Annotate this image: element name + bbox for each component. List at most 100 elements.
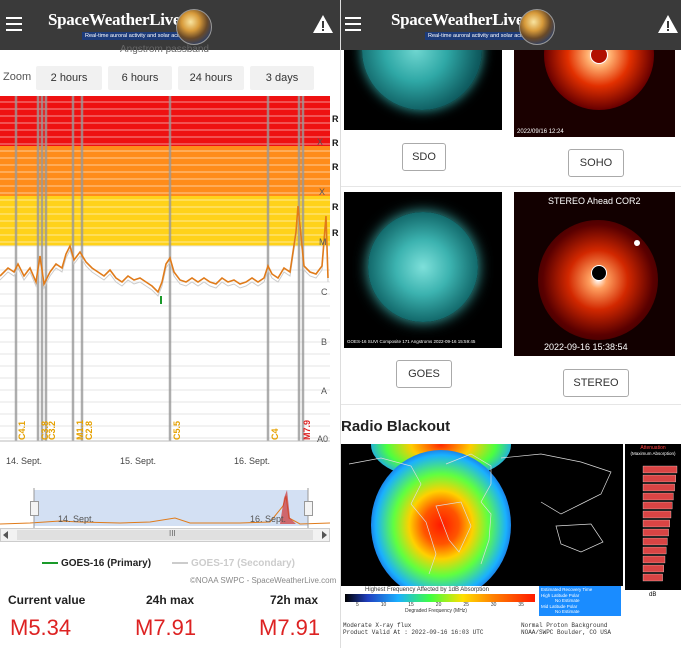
zoom-3d-button[interactable]: 3 days (250, 66, 314, 90)
sdo-button[interactable]: SDO (402, 143, 446, 171)
continent-outlines (348, 453, 612, 575)
radio-mark: R (332, 162, 339, 172)
footer-line: Moderate X-ray flux (343, 622, 412, 629)
sun-disc (362, 50, 482, 110)
attenuation-subtitle: (Maximum Absorption) (630, 451, 676, 456)
attenuation-bars (642, 465, 678, 582)
stereo-button[interactable]: STEREO (563, 369, 629, 397)
sun-globe-icon (176, 9, 212, 45)
y-label-m: M (319, 237, 327, 247)
zoom-label: Zoom (3, 71, 32, 83)
warning-icon[interactable] (657, 14, 679, 34)
drap-map[interactable]: Attenuation (Maximum Absorption) dB High… (341, 444, 681, 644)
radio-mark: R (332, 114, 339, 124)
attenuation-bar (642, 483, 675, 492)
radio-blackout-title: Radio Blackout (341, 418, 451, 435)
footer-line: Normal Proton Background (521, 622, 608, 629)
legend-goes16[interactable]: GOES-16 (Primary) (42, 558, 151, 569)
scroll-right-icon[interactable] (322, 531, 327, 539)
logo-title: SpaceWeatherLive (48, 10, 181, 29)
menu-icon[interactable] (345, 17, 361, 31)
legend-swatch (172, 562, 188, 565)
sun-disc (368, 212, 478, 322)
logo[interactable]: SpaceWeatherLive Real-time auroral activ… (391, 6, 561, 46)
scroll-grip-icon[interactable] (30, 501, 39, 516)
x-tick: 15. Sept. (120, 456, 157, 466)
attenuation-bar (642, 465, 678, 474)
flare-label: C3.2 (47, 420, 57, 440)
legend-label: GOES-17 (Secondary) (191, 558, 295, 569)
attenuation-bar (642, 573, 663, 582)
scale-tick: 35 (518, 602, 524, 608)
bright-spot (634, 240, 640, 246)
chart-scrollbar[interactable]: III (0, 528, 330, 542)
scale-axis-label: Degraded Frequency (MHz) (405, 608, 467, 614)
attenuation-panel: Attenuation (Maximum Absorption) dB (625, 444, 681, 598)
flare-label: C4 (270, 428, 280, 440)
logo-tagline: Real-time auroral activity and solar act… (425, 32, 535, 40)
sdo-image[interactable] (344, 50, 502, 130)
scale-tick: 10 (380, 602, 387, 608)
scroll-grip-icon[interactable] (304, 501, 313, 516)
logo-tagline: Real-time auroral activity and solar act… (82, 32, 192, 40)
app-bar: SpaceWeatherLive Real-time auroral activ… (341, 0, 681, 50)
right-screen: SpaceWeatherLive Real-time auroral activ… (341, 0, 681, 648)
legend-label: GOES-16 (Primary) (61, 558, 152, 569)
x-class-band (0, 96, 330, 146)
y-label-x2: X (319, 187, 326, 197)
absorption-map (341, 444, 623, 586)
scroll-left-icon[interactable] (3, 531, 8, 539)
stereo-timestamp: 2022-09-16 15:38:54 (544, 342, 628, 352)
panel-divider (340, 0, 341, 648)
attenuation-bar (642, 528, 669, 537)
stat-value-current: M5.34 (10, 615, 72, 640)
chart-navigator[interactable] (0, 488, 330, 528)
zoom-6h-button[interactable]: 6 hours (108, 66, 172, 90)
stereo-image[interactable]: STEREO Ahead COR2 2022-09-16 15:38:54 (514, 192, 675, 356)
y-label-b: B (321, 337, 328, 347)
sun-globe-icon (519, 9, 555, 45)
goes-button[interactable]: GOES (396, 360, 452, 388)
logo[interactable]: SpaceWeatherLive Real-time auroral activ… (48, 6, 218, 46)
legend-goes17[interactable]: GOES-17 (Secondary) (172, 558, 295, 569)
scale-tick: 15 (408, 602, 414, 608)
m-class-band (0, 146, 330, 196)
stat-label-72h: 72h max (270, 593, 319, 607)
chart-credit: ©NOAA SWPC - SpaceWeatherLive.com (190, 576, 337, 585)
soho-button[interactable]: SOHO (568, 149, 624, 177)
zoom-2h-button[interactable]: 2 hours (36, 66, 102, 90)
x-tick: 16. Sept. (234, 456, 271, 466)
radio-mark: R (332, 138, 339, 148)
stat-label-current: Current value (8, 593, 86, 607)
section-divider (341, 404, 681, 405)
x-tick: 14. Sept. (6, 456, 43, 466)
legend-title: Highest Frequency Affected by 1dB Absorp… (365, 587, 489, 593)
goes-image[interactable]: GOES-16 SUVI Composite 171 Angstroms 202… (344, 192, 502, 348)
menu-icon[interactable] (6, 17, 22, 31)
chart-subtitle: Angstrom passband (120, 44, 209, 55)
zoom-bar: Zoom 2 hours 6 hours 24 hours 3 days (0, 62, 340, 92)
attenuation-bar (642, 519, 670, 528)
scroll-thumb[interactable] (17, 530, 313, 540)
scale-tick: 5 (355, 602, 359, 608)
legend-swatch (42, 562, 58, 565)
recovery-line: High Latitude Polar (541, 592, 580, 598)
navigator-tick: 16. Sept. (250, 514, 287, 524)
scroll-grip: III (169, 529, 176, 538)
attenuation-bar (642, 501, 673, 510)
zoom-24h-button[interactable]: 24 hours (178, 66, 244, 90)
y-label-c: C (321, 287, 328, 297)
scale-tick: 25 (463, 602, 469, 608)
soho-image[interactable]: 2022/09/16 12:24 (514, 50, 675, 137)
xray-flux-chart[interactable] (0, 96, 340, 476)
left-screen: SpaceWeatherLive Real-time auroral activ… (0, 0, 340, 648)
navigator-range (34, 490, 308, 526)
occulter-disc (591, 265, 607, 281)
soho-timestamp: 2022/09/16 12:24 (517, 129, 564, 135)
warning-icon[interactable] (312, 14, 334, 34)
attenuation-bar (642, 474, 676, 483)
radio-mark: R (332, 228, 339, 238)
stat-label-24h: 24h max (146, 593, 195, 607)
attenuation-bar (642, 510, 672, 519)
scale-ticks: 5 10 15 20 25 30 35 (345, 602, 535, 608)
